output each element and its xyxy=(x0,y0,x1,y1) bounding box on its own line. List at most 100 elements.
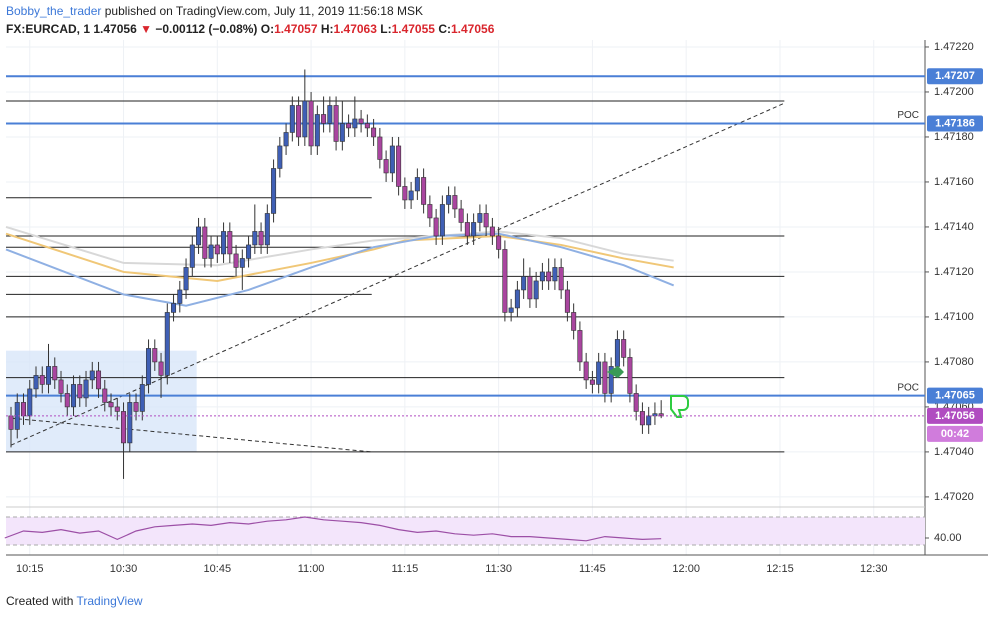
candle-body xyxy=(577,330,583,363)
candle-body xyxy=(308,100,314,147)
y-tick-label: 1.47120 xyxy=(934,266,974,278)
poc-label: POC xyxy=(897,382,919,393)
chart: 10:15 10:30 10:45 11:00 11:15 11:30 11:45 12:00… xyxy=(4,40,988,575)
candle-body xyxy=(339,123,345,142)
y-tick-label: 1.47180 xyxy=(934,131,974,143)
last-price-badge: 1.47056 xyxy=(935,410,975,422)
candle-body xyxy=(627,357,633,394)
candle-body xyxy=(321,114,327,124)
candle-body xyxy=(177,289,183,304)
x-tick-label: 12:30 xyxy=(860,563,888,575)
candle-body xyxy=(39,375,45,385)
candle-body xyxy=(421,177,427,205)
candle-body xyxy=(539,271,545,282)
candle-body xyxy=(214,244,220,255)
ohlc-value: 1.47055 xyxy=(391,22,435,36)
candle-body xyxy=(496,235,502,250)
candle-body xyxy=(158,361,164,376)
signal-arrow xyxy=(607,366,624,378)
candle-body xyxy=(239,258,245,268)
level-badge-bg xyxy=(927,115,983,132)
ohlc-value: 1.47057 xyxy=(274,22,318,36)
y-tick-label: 1.47020 xyxy=(934,491,974,503)
candle-body xyxy=(646,415,652,426)
price: 1.47056 xyxy=(93,22,137,36)
candle-body xyxy=(96,370,102,390)
candle-body xyxy=(433,217,439,237)
candle-body xyxy=(77,384,83,399)
candle-body xyxy=(283,132,289,147)
x-tick-label: 11:15 xyxy=(391,563,418,575)
x-tick-label: 12:00 xyxy=(672,563,700,575)
candle-body xyxy=(408,190,414,201)
candle-body xyxy=(83,379,89,399)
author[interactable]: Bobby_the_trader xyxy=(6,4,102,18)
candle-body xyxy=(658,413,664,417)
countdown-badge-bg xyxy=(927,425,983,442)
candle-body xyxy=(333,105,339,142)
candle-body xyxy=(596,361,602,385)
candle-body xyxy=(639,411,645,426)
candle-body xyxy=(383,159,389,174)
candle-body xyxy=(252,231,258,246)
candle-body xyxy=(396,145,402,187)
y-tick-label: 1.47220 xyxy=(934,41,974,53)
candle-body xyxy=(452,195,458,210)
candle-body xyxy=(183,267,189,291)
candle-body xyxy=(227,231,233,255)
moving-average xyxy=(5,225,674,267)
candle-body xyxy=(608,366,614,394)
candle-body xyxy=(196,226,202,246)
y-tick-label: 1.47080 xyxy=(934,356,974,368)
candle-body xyxy=(521,276,527,291)
level-badge-bg xyxy=(927,387,983,404)
candle-body xyxy=(508,307,514,313)
candle-body xyxy=(446,195,452,205)
x-tick-label: 11:45 xyxy=(579,563,606,575)
candle-body xyxy=(602,361,608,394)
candle-body xyxy=(46,366,52,385)
candle-body xyxy=(427,204,433,219)
brand[interactable]: TradingView xyxy=(76,594,143,608)
x-tick-label: 10:45 xyxy=(204,563,232,575)
candle-body xyxy=(258,231,264,246)
candle-body xyxy=(121,411,127,444)
ohlc-key: H: xyxy=(320,22,334,36)
candle-body xyxy=(583,361,589,381)
poc-label: POC xyxy=(897,110,919,121)
candle-body xyxy=(621,339,627,358)
y-tick-label: 1.47160 xyxy=(934,176,974,188)
ohlc-key: O: xyxy=(260,22,275,36)
candle-body xyxy=(364,123,370,129)
rsi-tick-label: 40.00 xyxy=(934,532,962,544)
candle-body xyxy=(589,379,595,385)
candle-body xyxy=(571,312,577,331)
candle-body xyxy=(139,384,145,412)
candle-body xyxy=(152,348,158,363)
candle-body xyxy=(264,213,270,246)
level-badge: 1.47186 xyxy=(935,117,975,129)
candle-body xyxy=(27,388,33,417)
trend-line xyxy=(10,417,372,453)
candle-body xyxy=(289,105,295,133)
candle-body xyxy=(464,222,470,237)
candle-body xyxy=(489,226,495,237)
candle-body xyxy=(483,213,489,228)
candle-body xyxy=(114,406,120,412)
candle-body xyxy=(389,145,395,174)
arrow: ▼ xyxy=(140,22,152,36)
candle-body xyxy=(402,186,408,201)
candle-body xyxy=(8,415,14,430)
candle-body xyxy=(477,213,483,223)
ohlc-value: 1.47063 xyxy=(333,22,377,36)
ohlc-value: 1.47056 xyxy=(450,22,495,36)
candle-body xyxy=(327,105,333,124)
candle-body xyxy=(352,118,358,129)
moving-average xyxy=(5,232,675,307)
candle-body xyxy=(527,276,533,300)
candle-body xyxy=(514,289,520,309)
level-badge-bg xyxy=(927,68,983,85)
candle-body xyxy=(127,402,133,444)
candle-body xyxy=(164,312,170,376)
